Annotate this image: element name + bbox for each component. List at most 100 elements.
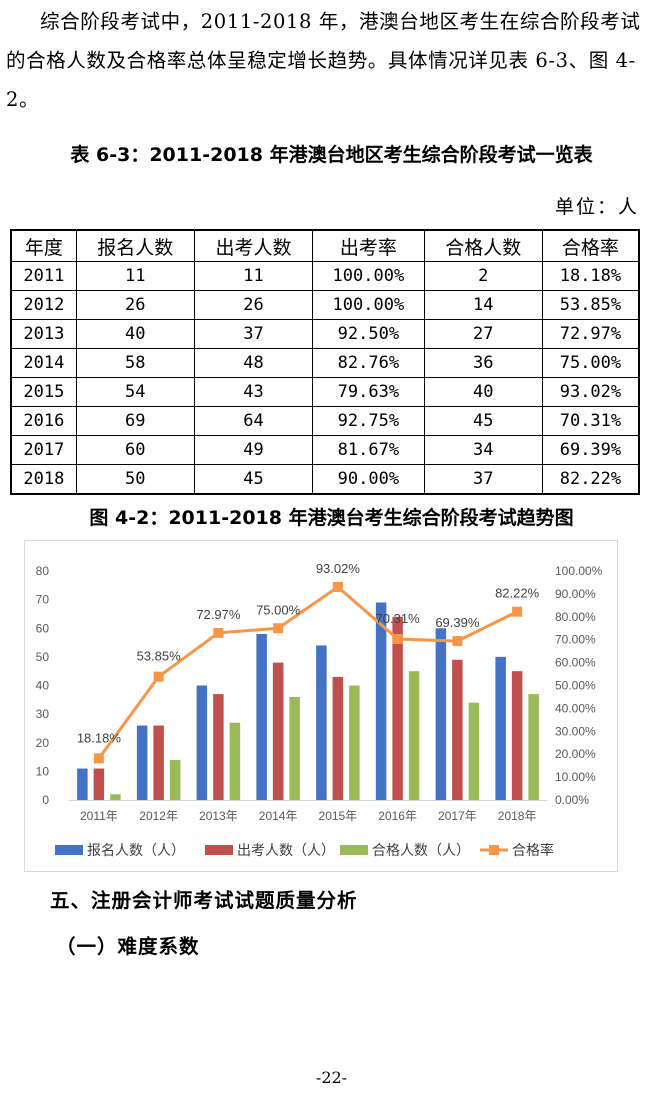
y-right-tick-label: 30.00% <box>555 724 596 738</box>
section-heading: 五、注册会计师考试试题质量分析 <box>50 889 358 912</box>
y-right-tick-label: 20.00% <box>555 747 596 761</box>
table-row: 2012 26 26 100.00% 14 53.85% <box>10 290 640 320</box>
pass-rate-marker <box>512 606 523 617</box>
cell-year: 2013 <box>10 319 77 349</box>
y-left-tick-label: 20 <box>36 736 50 750</box>
legend-label: 合格人数（人） <box>372 843 470 859</box>
legend-label: 合格率 <box>512 842 554 859</box>
cell-registered: 69 <box>75 406 195 436</box>
cell-passed: 14 <box>423 290 543 320</box>
subsection-heading: （一）难度系数 <box>56 935 200 958</box>
table-row: 2013 40 37 92.50% 27 72.97% <box>10 319 640 349</box>
table-row: 2015 54 43 79.63% 40 93.02% <box>10 377 640 407</box>
pass-rate-marker <box>93 753 104 764</box>
bar-1 <box>136 725 148 800</box>
pass-rate-marker <box>153 671 164 682</box>
cell-attendance-rate: 79.63% <box>312 377 425 407</box>
x-tick-label: 2015年 <box>319 809 358 823</box>
cell-attended: 48 <box>193 348 314 378</box>
table-row: 2017 60 49 81.67% 34 69.39% <box>10 435 640 465</box>
y-right-tick-label: 10.00% <box>555 770 596 784</box>
cell-pass-rate: 75.00% <box>541 348 640 378</box>
cell-attendance-rate: 90.00% <box>312 464 425 495</box>
cell-year: 2012 <box>10 290 77 320</box>
bar-2 <box>332 676 344 800</box>
y-left-tick-label: 80 <box>36 564 50 578</box>
cell-registered: 11 <box>75 261 195 291</box>
cell-attendance-rate: 100.00% <box>312 290 425 320</box>
cell-registered: 26 <box>75 290 195 320</box>
cell-attended: 11 <box>193 261 314 291</box>
page-number: -22- <box>315 1068 348 1087</box>
pass-rate-line <box>97 585 518 760</box>
y-right-tick-label: 40.00% <box>555 701 596 715</box>
cell-pass-rate: 70.31% <box>541 406 640 436</box>
x-tick-label: 2013年 <box>199 809 238 823</box>
header-year: 年度 <box>10 229 77 262</box>
cell-registered: 50 <box>75 464 195 495</box>
trend-chart: 0 10 20 30 40 50 60 70 80 0.00% 10.00% 20.00% 30.00%… <box>24 540 618 872</box>
table-unit: 单位：人 <box>554 196 639 218</box>
bar-1 <box>435 628 447 800</box>
bar-1 <box>77 768 88 800</box>
cell-attendance-rate: 82.76% <box>312 348 425 378</box>
legend-label: 报名人数（人） <box>87 843 185 859</box>
bar-2 <box>392 616 403 800</box>
cell-attendance-rate: 92.75% <box>312 406 425 436</box>
y-left-tick-label: 60 <box>36 621 50 635</box>
bar-2 <box>272 662 284 800</box>
cell-attended: 45 <box>193 464 314 495</box>
y-left-tick-label: 10 <box>36 764 50 778</box>
cell-passed: 45 <box>423 406 543 436</box>
bar-3 <box>349 685 360 800</box>
y-right-tick-label: 60.00% <box>555 656 596 670</box>
cell-registered: 54 <box>75 377 195 407</box>
cell-year: 2016 <box>10 406 77 436</box>
cell-year: 2017 <box>10 435 77 465</box>
data-label: 72.97% <box>196 607 241 622</box>
cell-year: 2011 <box>10 261 77 291</box>
cell-year: 2015 <box>10 377 77 407</box>
legend-marker-swatch <box>489 845 499 855</box>
y-right-tick-label: 90.00% <box>555 587 596 601</box>
cell-passed: 37 <box>423 464 543 495</box>
cell-attended: 37 <box>193 319 314 349</box>
cell-passed: 36 <box>423 348 543 378</box>
legend-label: 出考人数（人） <box>237 843 335 859</box>
cell-pass-rate: 53.85% <box>541 290 640 320</box>
y-right-tick-label: 80.00% <box>555 610 596 624</box>
cell-attendance-rate: 81.67% <box>312 435 425 465</box>
trend-chart-svg: 0 10 20 30 40 50 60 70 80 0.00% 10.00% 20.00% 30.00%… <box>36 561 603 859</box>
y-right-tick-label: 50.00% <box>555 679 596 693</box>
y-left-tick-label: 50 <box>36 650 50 664</box>
pass-rate-marker <box>213 627 224 638</box>
x-tick-label: 2011年 <box>80 809 118 823</box>
bar-3 <box>468 702 480 800</box>
header-passed: 合格人数 <box>423 229 543 262</box>
bar-3 <box>110 794 121 800</box>
bar-2 <box>93 768 105 800</box>
cell-year: 2018 <box>10 464 77 495</box>
cell-registered: 60 <box>75 435 195 465</box>
x-tick-label: 2016年 <box>378 809 417 823</box>
intro-paragraph: 综合阶段考试中，2011-2018 年，港澳台地区考生在综合阶段考试的合格人数及… <box>6 2 646 119</box>
cell-passed: 34 <box>423 435 543 465</box>
x-tick-label: 2012年 <box>139 809 178 823</box>
y-left-tick-label: 40 <box>36 679 50 693</box>
cell-attendance-rate: 100.00% <box>312 261 425 291</box>
header-registered: 报名人数 <box>75 229 195 262</box>
y-right-tick-label: 0.00% <box>555 793 589 807</box>
cell-passed: 27 <box>423 319 543 349</box>
data-label: 70.31% <box>376 611 421 626</box>
header-attendance-rate: 出考率 <box>312 229 425 262</box>
y-right-tick-label: 100.00% <box>555 564 603 578</box>
pass-rate-marker <box>273 623 284 634</box>
y-left-tick-label: 70 <box>36 593 50 607</box>
bar-1 <box>316 645 327 800</box>
data-label: 53.85% <box>137 649 182 664</box>
legend-swatch <box>205 845 233 855</box>
x-tick-label: 2014年 <box>259 809 298 823</box>
cell-pass-rate: 93.02% <box>541 377 640 407</box>
bar-3 <box>169 759 181 800</box>
cell-passed: 40 <box>423 377 543 407</box>
